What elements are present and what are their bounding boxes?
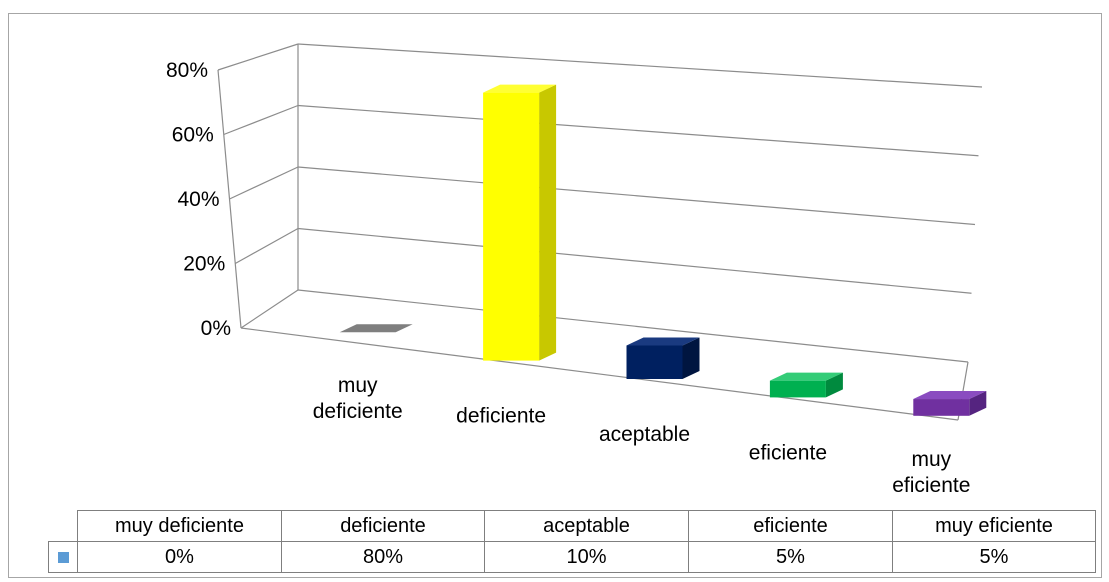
data-table-value: 80%: [281, 541, 485, 573]
bar-top: [339, 324, 413, 333]
legend-key-cell: [48, 541, 78, 573]
data-table-header: eficiente: [688, 510, 893, 542]
x-category-label: muy deficiente: [313, 374, 403, 423]
bar-front: [769, 380, 826, 398]
y-tick-label: 0%: [201, 317, 231, 340]
bar-2: [626, 337, 700, 379]
bar-top: [913, 391, 987, 400]
data-table-value-row: 0% 80% 10% 5% 5%: [48, 541, 1096, 573]
y-tick-label: 80%: [166, 59, 208, 82]
bar-3: [769, 372, 843, 398]
x-category-label: muy eficiente: [892, 448, 970, 497]
data-table: muy deficiente deficiente aceptable efic…: [48, 510, 1096, 573]
data-table-header: muy deficiente: [77, 510, 282, 542]
data-table-header: muy eficiente: [892, 510, 1096, 542]
legend-key-icon: [57, 552, 69, 564]
bar-front: [913, 399, 970, 416]
bar-side: [825, 372, 843, 398]
data-table-value: 10%: [484, 541, 689, 573]
chart-frame: [8, 13, 1102, 578]
bar-1: [483, 84, 557, 361]
data-table-value: 0%: [77, 541, 282, 573]
x-category-label: eficiente: [749, 441, 827, 464]
bar-front: [626, 345, 683, 379]
bar-top: [769, 372, 843, 381]
data-table-header: deficiente: [281, 510, 485, 542]
y-tick-label: 60%: [172, 124, 214, 147]
data-table-header-row: muy deficiente deficiente aceptable efic…: [48, 510, 1096, 542]
bar-side: [682, 337, 700, 379]
data-table-value: 5%: [892, 541, 1096, 573]
bar-front: [483, 92, 540, 361]
y-tick-label: 20%: [183, 253, 225, 276]
bar-4: [913, 391, 987, 416]
bar-top: [483, 84, 557, 93]
bar-side: [539, 84, 557, 361]
y-tick-label: 40%: [177, 188, 219, 211]
data-table-corner: [48, 510, 78, 542]
x-category-label: deficiente: [456, 405, 546, 428]
bar-side: [969, 391, 987, 416]
data-table-header: aceptable: [484, 510, 689, 542]
x-category-label: aceptable: [599, 423, 690, 446]
bar-top: [626, 337, 700, 346]
data-table-value: 5%: [688, 541, 893, 573]
bar-0: [339, 324, 413, 333]
